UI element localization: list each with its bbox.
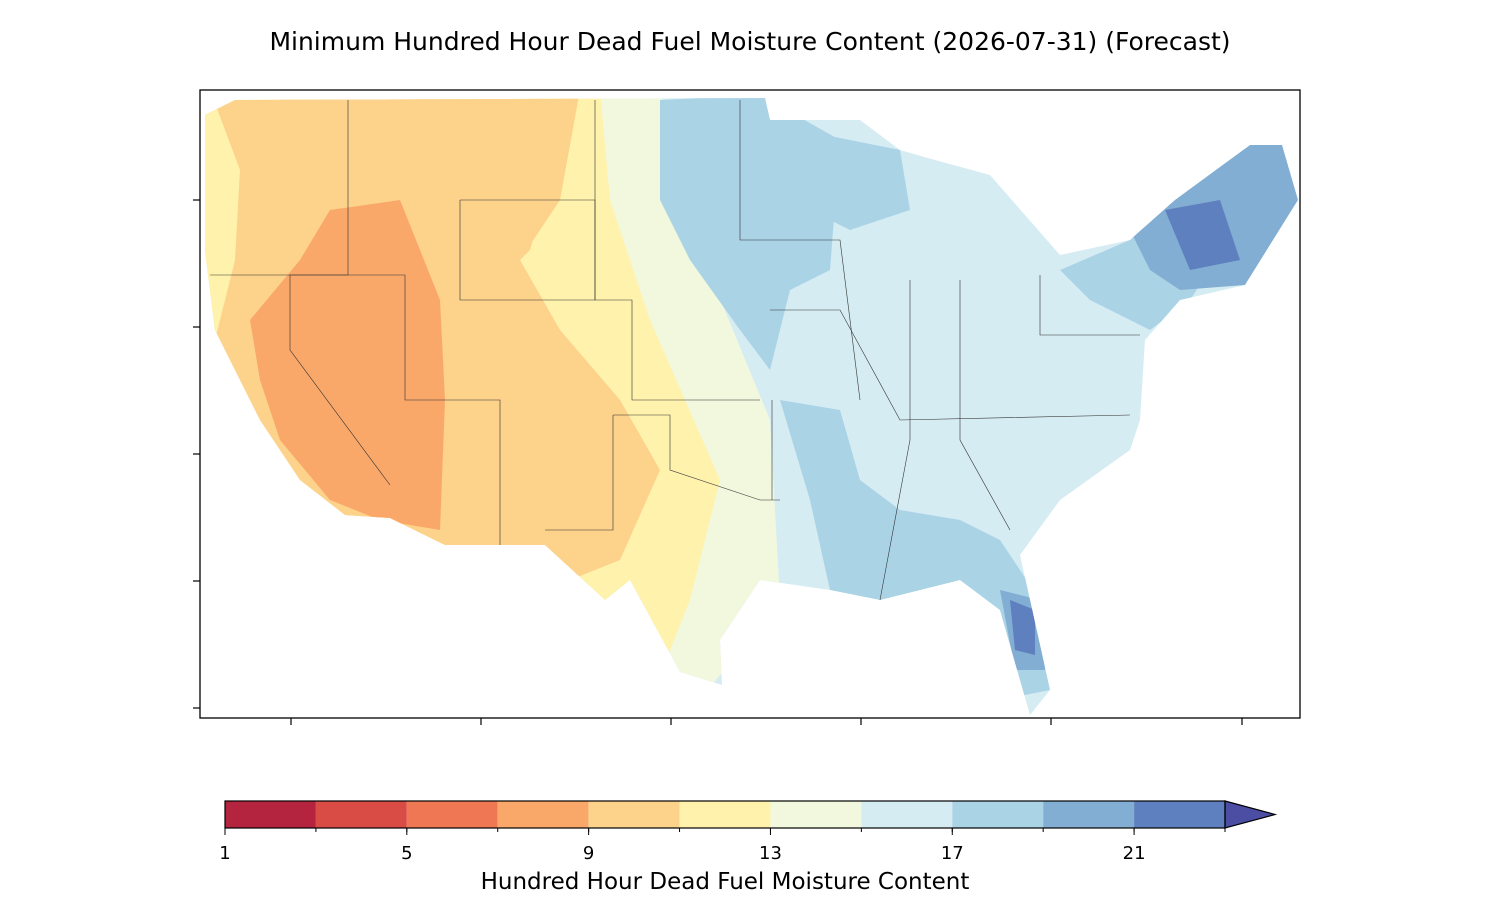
colorbar-tick-label: 17 [941,843,964,864]
colorbar-segment [497,801,589,828]
colorbar-segment [952,801,1044,828]
colorbar-tick-label: 9 [583,843,594,864]
fill-field [205,98,1298,715]
axis-ticks [193,199,1243,725]
colorbar-segment [1043,801,1135,828]
colorbar-segment [861,801,953,828]
region [1010,600,1035,655]
colorbar-tick-label: 1 [219,843,230,864]
colorbar-segment [315,801,407,828]
colorbar-label: Hundred Hour Dead Fuel Moisture Content [481,869,970,895]
colorbar-segment [588,801,680,828]
region [660,98,840,370]
colorbar-segment [770,801,862,828]
region [800,130,910,230]
colorbar: 1 5 9 13 17 21 [219,800,1278,864]
colorbar-segment [225,801,316,828]
map-title: Minimum Hundred Hour Dead Fuel Moisture … [269,27,1230,56]
colorbar-segment [679,801,771,828]
colorbar-tick-label: 5 [401,843,412,864]
colorbar-segment [1134,801,1225,828]
region [1165,200,1240,270]
state-lines [210,100,1140,601]
map-frame [199,89,1301,719]
colorbar-segment [406,801,498,828]
colorbar-tick-label: 13 [759,843,782,864]
colorbar-extension [1224,800,1278,829]
region [250,200,445,530]
colorbar-frame [224,800,1226,829]
colorbar-tick-label: 21 [1123,843,1146,864]
